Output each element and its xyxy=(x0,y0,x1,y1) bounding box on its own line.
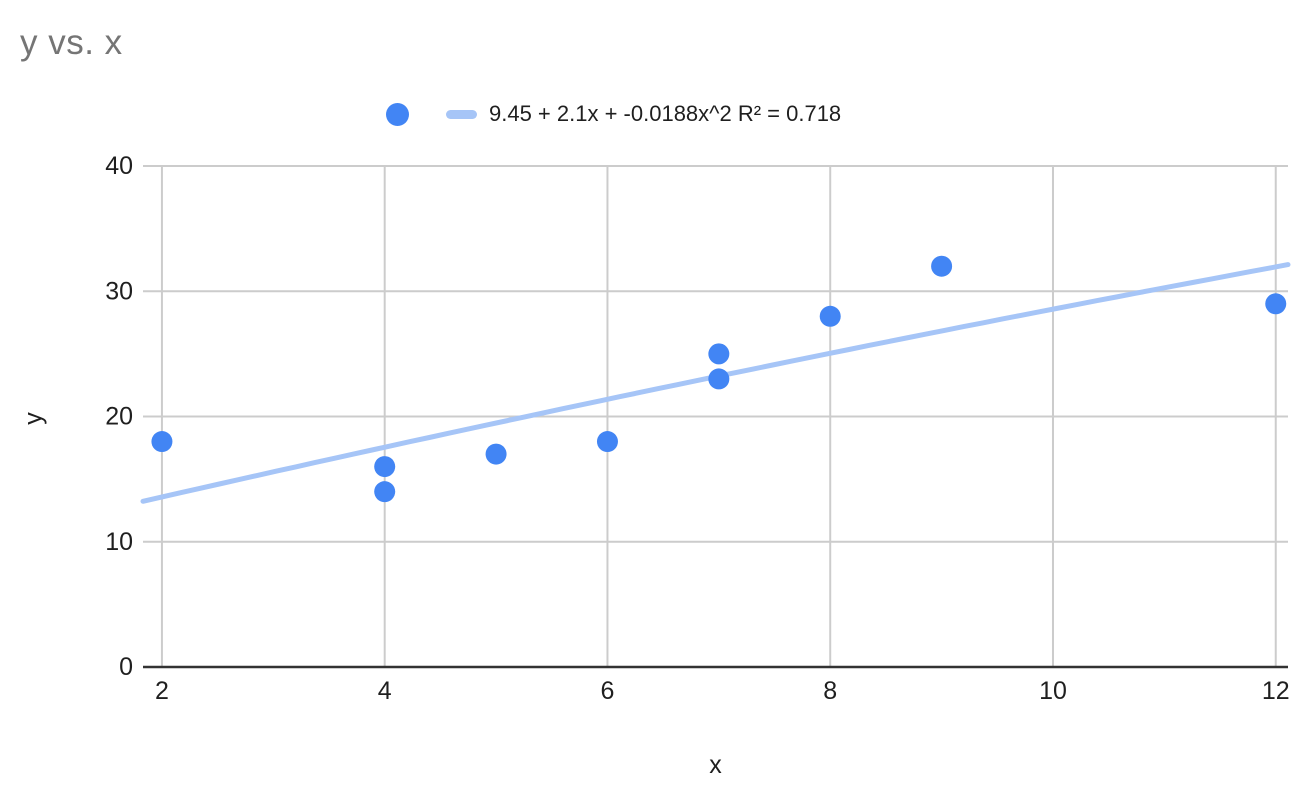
data-point-x7-y25[interactable] xyxy=(708,343,730,365)
data-point-x12-y29[interactable] xyxy=(1265,293,1287,315)
y-tick-label-40: 40 xyxy=(105,152,133,180)
legend-label: 9.45 + 2.1x + -0.0188x^2 R² = 0.718 xyxy=(489,101,842,126)
y-tick-label-0: 0 xyxy=(119,653,133,681)
y-tick-label-10: 10 xyxy=(105,528,133,556)
x-tick-label-10: 10 xyxy=(1039,677,1067,705)
y-tick-label-20: 20 xyxy=(105,403,133,431)
x-axis-title: x xyxy=(709,751,722,779)
x-tick-label-8: 8 xyxy=(823,677,837,705)
series-point-marker-icon xyxy=(386,102,409,126)
data-point-x4-y14[interactable] xyxy=(374,481,396,503)
data-point-x8-y28[interactable] xyxy=(819,305,841,327)
chart-title: y vs. x xyxy=(20,23,123,62)
data-point-x7-y23[interactable] xyxy=(708,368,730,390)
y-tick-label-30: 30 xyxy=(105,277,133,305)
data-point-x9-y32[interactable] xyxy=(931,255,953,277)
data-point-x4-y16[interactable] xyxy=(374,456,396,478)
data-point-x6-y18[interactable] xyxy=(596,431,618,453)
data-point-x2-y18[interactable] xyxy=(151,431,173,453)
x-tick-label-6: 6 xyxy=(601,677,615,705)
data-point-x5-y17[interactable] xyxy=(485,443,507,465)
x-tick-label-2: 2 xyxy=(155,677,169,705)
trendline-marker-icon xyxy=(446,109,477,119)
chart-legend: 9.45 + 2.1x + -0.0188x^2 R² = 0.718 xyxy=(386,101,842,126)
x-tick-label-4: 4 xyxy=(378,677,392,705)
x-tick-label-12: 12 xyxy=(1262,677,1290,705)
y-axis-title: y xyxy=(19,412,48,425)
